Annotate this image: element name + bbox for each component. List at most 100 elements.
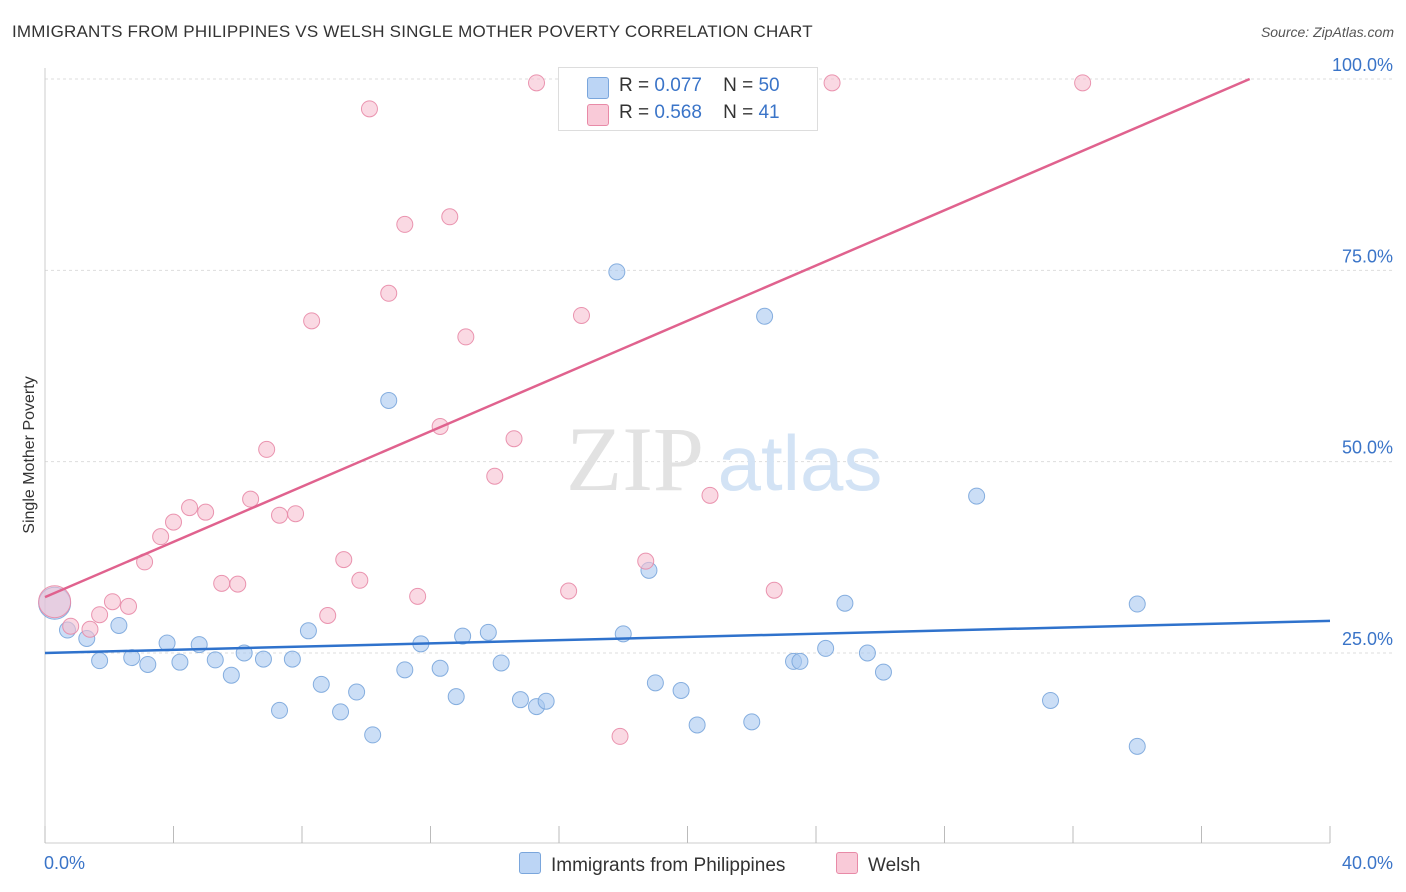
correlation-legend: R = 0.077 N = 50 R = 0.568 N = 41 xyxy=(558,67,818,131)
point-welsh xyxy=(360,100,378,118)
y-tick-label: 50.0% xyxy=(1342,438,1393,458)
point-philippines xyxy=(688,716,706,734)
point-welsh xyxy=(271,506,289,524)
legend-r-value: 0.568 xyxy=(654,102,702,123)
point-welsh xyxy=(197,503,215,521)
trend-line-philippines xyxy=(44,619,1331,655)
point-philippines xyxy=(672,682,690,700)
point-philippines xyxy=(1128,737,1146,755)
point-philippines xyxy=(91,652,109,670)
point-philippines xyxy=(271,701,289,719)
watermark-zip: ZIP xyxy=(566,408,704,510)
point-welsh xyxy=(528,74,546,92)
legend-swatch-welsh xyxy=(587,104,609,126)
bottom-legend-philippines: Immigrants from Philippines xyxy=(519,852,785,877)
point-welsh xyxy=(120,597,138,615)
watermark-atlas: atlas xyxy=(718,419,883,507)
x-tick-label: 0.0% xyxy=(44,853,85,873)
point-philippines xyxy=(817,639,835,657)
point-philippines xyxy=(608,263,626,281)
point-welsh xyxy=(242,490,260,508)
point-welsh xyxy=(335,551,353,569)
point-welsh xyxy=(181,499,199,517)
trend-lines xyxy=(44,77,1331,655)
point-welsh xyxy=(287,505,305,523)
point-welsh xyxy=(152,528,170,546)
bottom-legend-label-welsh: Welsh xyxy=(868,855,921,876)
source-label: Source: ZipAtlas.com xyxy=(1260,24,1394,40)
point-philippines xyxy=(1042,691,1060,709)
y-axis-label: Single Mother Poverty xyxy=(21,376,38,533)
point-welsh xyxy=(103,593,121,611)
point-philippines xyxy=(206,651,224,669)
point-welsh xyxy=(823,74,841,92)
point-welsh xyxy=(765,581,783,599)
point-welsh xyxy=(409,587,427,605)
point-welsh xyxy=(258,440,276,458)
point-welsh xyxy=(560,582,578,600)
point-welsh xyxy=(229,575,247,593)
point-philippines xyxy=(858,644,876,662)
point-philippines xyxy=(380,391,398,409)
point-philippines xyxy=(222,666,240,684)
point-welsh xyxy=(611,727,629,745)
legend-n-label: N = xyxy=(723,75,754,96)
point-welsh xyxy=(62,617,80,635)
point-philippines xyxy=(348,683,366,701)
point-philippines xyxy=(454,627,472,645)
point-philippines xyxy=(1128,595,1146,613)
point-philippines xyxy=(756,307,774,325)
axis-labels: Single Mother Poverty 25.0% 50.0% 75.0% 100… xyxy=(21,55,1393,873)
point-philippines xyxy=(254,650,272,668)
point-philippines xyxy=(874,663,892,681)
chart-title: IMMIGRANTS FROM PHILIPPINES VS WELSH SIN… xyxy=(12,22,813,41)
point-philippines xyxy=(646,674,664,692)
point-philippines xyxy=(968,487,986,505)
y-tick-label: 25.0% xyxy=(1342,629,1393,649)
point-philippines xyxy=(299,622,317,640)
point-philippines xyxy=(836,594,854,612)
point-welsh xyxy=(505,430,523,448)
point-welsh xyxy=(91,606,109,624)
legend-n-label: N = xyxy=(723,102,754,123)
legend-r-label: R = xyxy=(619,75,650,96)
point-welsh xyxy=(701,486,719,504)
point-philippines xyxy=(283,650,301,668)
data-points xyxy=(38,74,1146,755)
point-philippines xyxy=(171,653,189,671)
point-philippines xyxy=(431,659,449,677)
point-philippines xyxy=(479,623,497,641)
point-philippines xyxy=(364,726,382,744)
point-welsh xyxy=(572,306,590,324)
y-tick-label: 75.0% xyxy=(1342,246,1393,266)
point-philippines xyxy=(447,688,465,706)
watermark: ZIP atlas xyxy=(566,408,882,510)
point-welsh xyxy=(319,606,337,624)
point-welsh xyxy=(303,312,321,330)
point-welsh xyxy=(1074,74,1092,92)
point-philippines xyxy=(537,692,555,710)
trend-line-welsh xyxy=(44,77,1251,599)
point-philippines xyxy=(492,654,510,672)
bottom-legend-swatch-welsh xyxy=(836,852,858,874)
legend-r-value: 0.077 xyxy=(654,75,702,96)
legend-n-value: 50 xyxy=(758,75,780,96)
legend-swatch-philippines xyxy=(587,77,609,99)
point-philippines xyxy=(110,616,128,634)
point-welsh xyxy=(396,215,414,233)
point-philippines xyxy=(791,652,809,670)
point-welsh xyxy=(486,467,504,485)
bottom-legend-welsh: Welsh xyxy=(836,852,920,877)
point-philippines xyxy=(396,661,414,679)
point-philippines xyxy=(743,713,761,731)
point-welsh xyxy=(441,208,459,226)
point-welsh xyxy=(165,513,182,531)
bottom-legend-label-philippines: Immigrants from Philippines xyxy=(551,855,786,876)
legend-n-value: 41 xyxy=(758,102,780,123)
axes xyxy=(44,68,1331,844)
point-philippines xyxy=(332,703,350,721)
point-welsh xyxy=(457,328,475,346)
x-tick-label: 40.0% xyxy=(1342,853,1393,873)
point-welsh xyxy=(351,571,369,589)
